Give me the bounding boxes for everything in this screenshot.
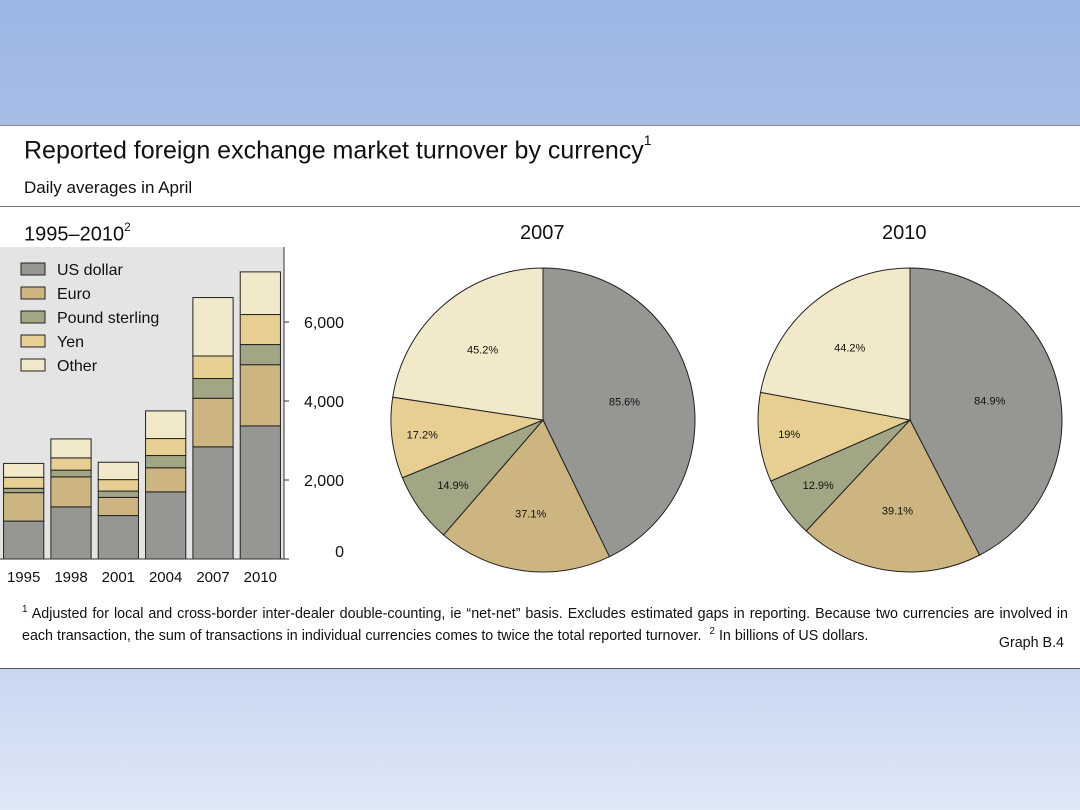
pie-2007-label: 2007	[520, 222, 565, 244]
pie-2010-slice-euro	[805, 419, 981, 573]
legend-label-us-dollar: US dollar	[57, 262, 123, 279]
chart-title: Reported foreign exchange market turnove…	[24, 132, 652, 165]
bar-2007-pound-sterling	[192, 378, 234, 399]
bar-1995-pound-sterling	[3, 487, 45, 494]
graph-id: Graph B.4	[998, 635, 1064, 651]
y-tick-label: 6,000	[304, 315, 344, 332]
bar-2004-us-dollar	[145, 491, 187, 560]
y-tick-label: 2,000	[304, 473, 344, 490]
pie-2007-label-us-dollar: 85.6%	[609, 396, 640, 408]
pie-2007-label-other: 45.2%	[467, 345, 498, 357]
bar-2004-pound-sterling	[145, 455, 187, 469]
legend-swatch-euro	[20, 286, 46, 300]
x-tick-label: 2004	[149, 569, 182, 586]
pie-2010-slice-us-dollar	[909, 267, 1063, 556]
charts-canvas: 1995 1998 2001 2004 2007 2010 0 2,000 4,000 6,000…	[0, 247, 1063, 586]
pie-2007-label-euro: 37.1%	[515, 508, 546, 520]
bar-plot-area	[0, 247, 284, 559]
bar-2007-other	[192, 297, 234, 357]
footnote: 1 Adjusted for local and cross-border in…	[22, 604, 1068, 644]
bar-1995-us-dollar	[3, 520, 45, 560]
x-tick-label: 2001	[102, 569, 135, 586]
bar-2001-pound-sterling	[97, 490, 139, 498]
pie-2010-label-yen: 19%	[778, 429, 800, 441]
bar-2010-pound-sterling	[239, 344, 281, 366]
bar-2001-euro	[97, 496, 139, 517]
title-footnote-marker: 1	[643, 132, 652, 148]
bar-1995-euro	[3, 492, 45, 522]
bar-2007-euro	[192, 397, 234, 448]
pie-2010-slice-other	[759, 267, 911, 421]
bar-2007-yen	[192, 355, 234, 380]
bar-1998-euro	[50, 476, 92, 508]
y-tick-label: 0	[335, 544, 344, 561]
pie-2007-slice-us-dollar	[542, 267, 696, 558]
pie-2010-label-pound-sterling: 12.9%	[803, 480, 834, 492]
x-tick-label: 1995	[7, 569, 40, 586]
chart-subtitle: Daily averages in April	[24, 178, 193, 197]
bar-2010-yen	[239, 314, 281, 346]
divider	[0, 206, 1080, 207]
bar-1998-pound-sterling	[50, 469, 92, 478]
bar-2007-us-dollar	[192, 446, 234, 560]
pie-2007-slice-other	[392, 267, 544, 421]
pie-2007-slice-euro	[442, 419, 611, 573]
legend-swatch-us-dollar	[20, 262, 46, 276]
legend-swatch-other	[20, 358, 46, 372]
legend-label-other: Other	[57, 358, 98, 375]
bar-2010-euro	[239, 364, 281, 427]
bar-1998-other	[50, 438, 92, 459]
legend-label-euro: Euro	[57, 286, 91, 303]
bar-panel-label: 1995–20102	[24, 220, 131, 246]
legend-swatch-yen	[20, 334, 46, 348]
chart-panel: Reported foreign exchange market turnove…	[0, 125, 1080, 669]
legend-swatch-pound-sterling	[20, 310, 46, 324]
bar-2001-other	[97, 461, 139, 481]
bar-2001-yen	[97, 479, 139, 492]
pie-2010-label-euro: 39.1%	[882, 505, 913, 517]
bar-1995-other	[3, 462, 45, 478]
x-tick-label: 2007	[196, 569, 229, 586]
pie-2010-label: 2010	[882, 222, 927, 244]
bar-1998-yen	[50, 457, 92, 471]
bar-2001-us-dollar	[97, 515, 139, 560]
legend-label-yen: Yen	[57, 334, 84, 351]
x-tick-label: 2010	[244, 569, 277, 586]
y-tick-label: 4,000	[304, 394, 344, 411]
pie-2010-label-other: 44.2%	[834, 343, 865, 355]
bar-2010-other	[239, 271, 281, 316]
bar-2004-yen	[145, 438, 187, 457]
bar-2004-euro	[145, 467, 187, 493]
bar-2010-us-dollar	[239, 425, 281, 560]
pie-2010-label-us-dollar: 84.9%	[974, 396, 1005, 408]
bar-2004-other	[145, 410, 187, 440]
pie-2007-label-pound-sterling: 14.9%	[437, 480, 468, 492]
pie-2007-label-yen: 17.2%	[407, 429, 438, 441]
bar-1998-us-dollar	[50, 506, 92, 560]
pie-2010-slice-yen	[757, 391, 912, 482]
x-tick-label: 1998	[54, 569, 87, 586]
bar-1995-yen	[3, 476, 45, 489]
legend-label-pound-sterling: Pound sterling	[57, 310, 159, 327]
